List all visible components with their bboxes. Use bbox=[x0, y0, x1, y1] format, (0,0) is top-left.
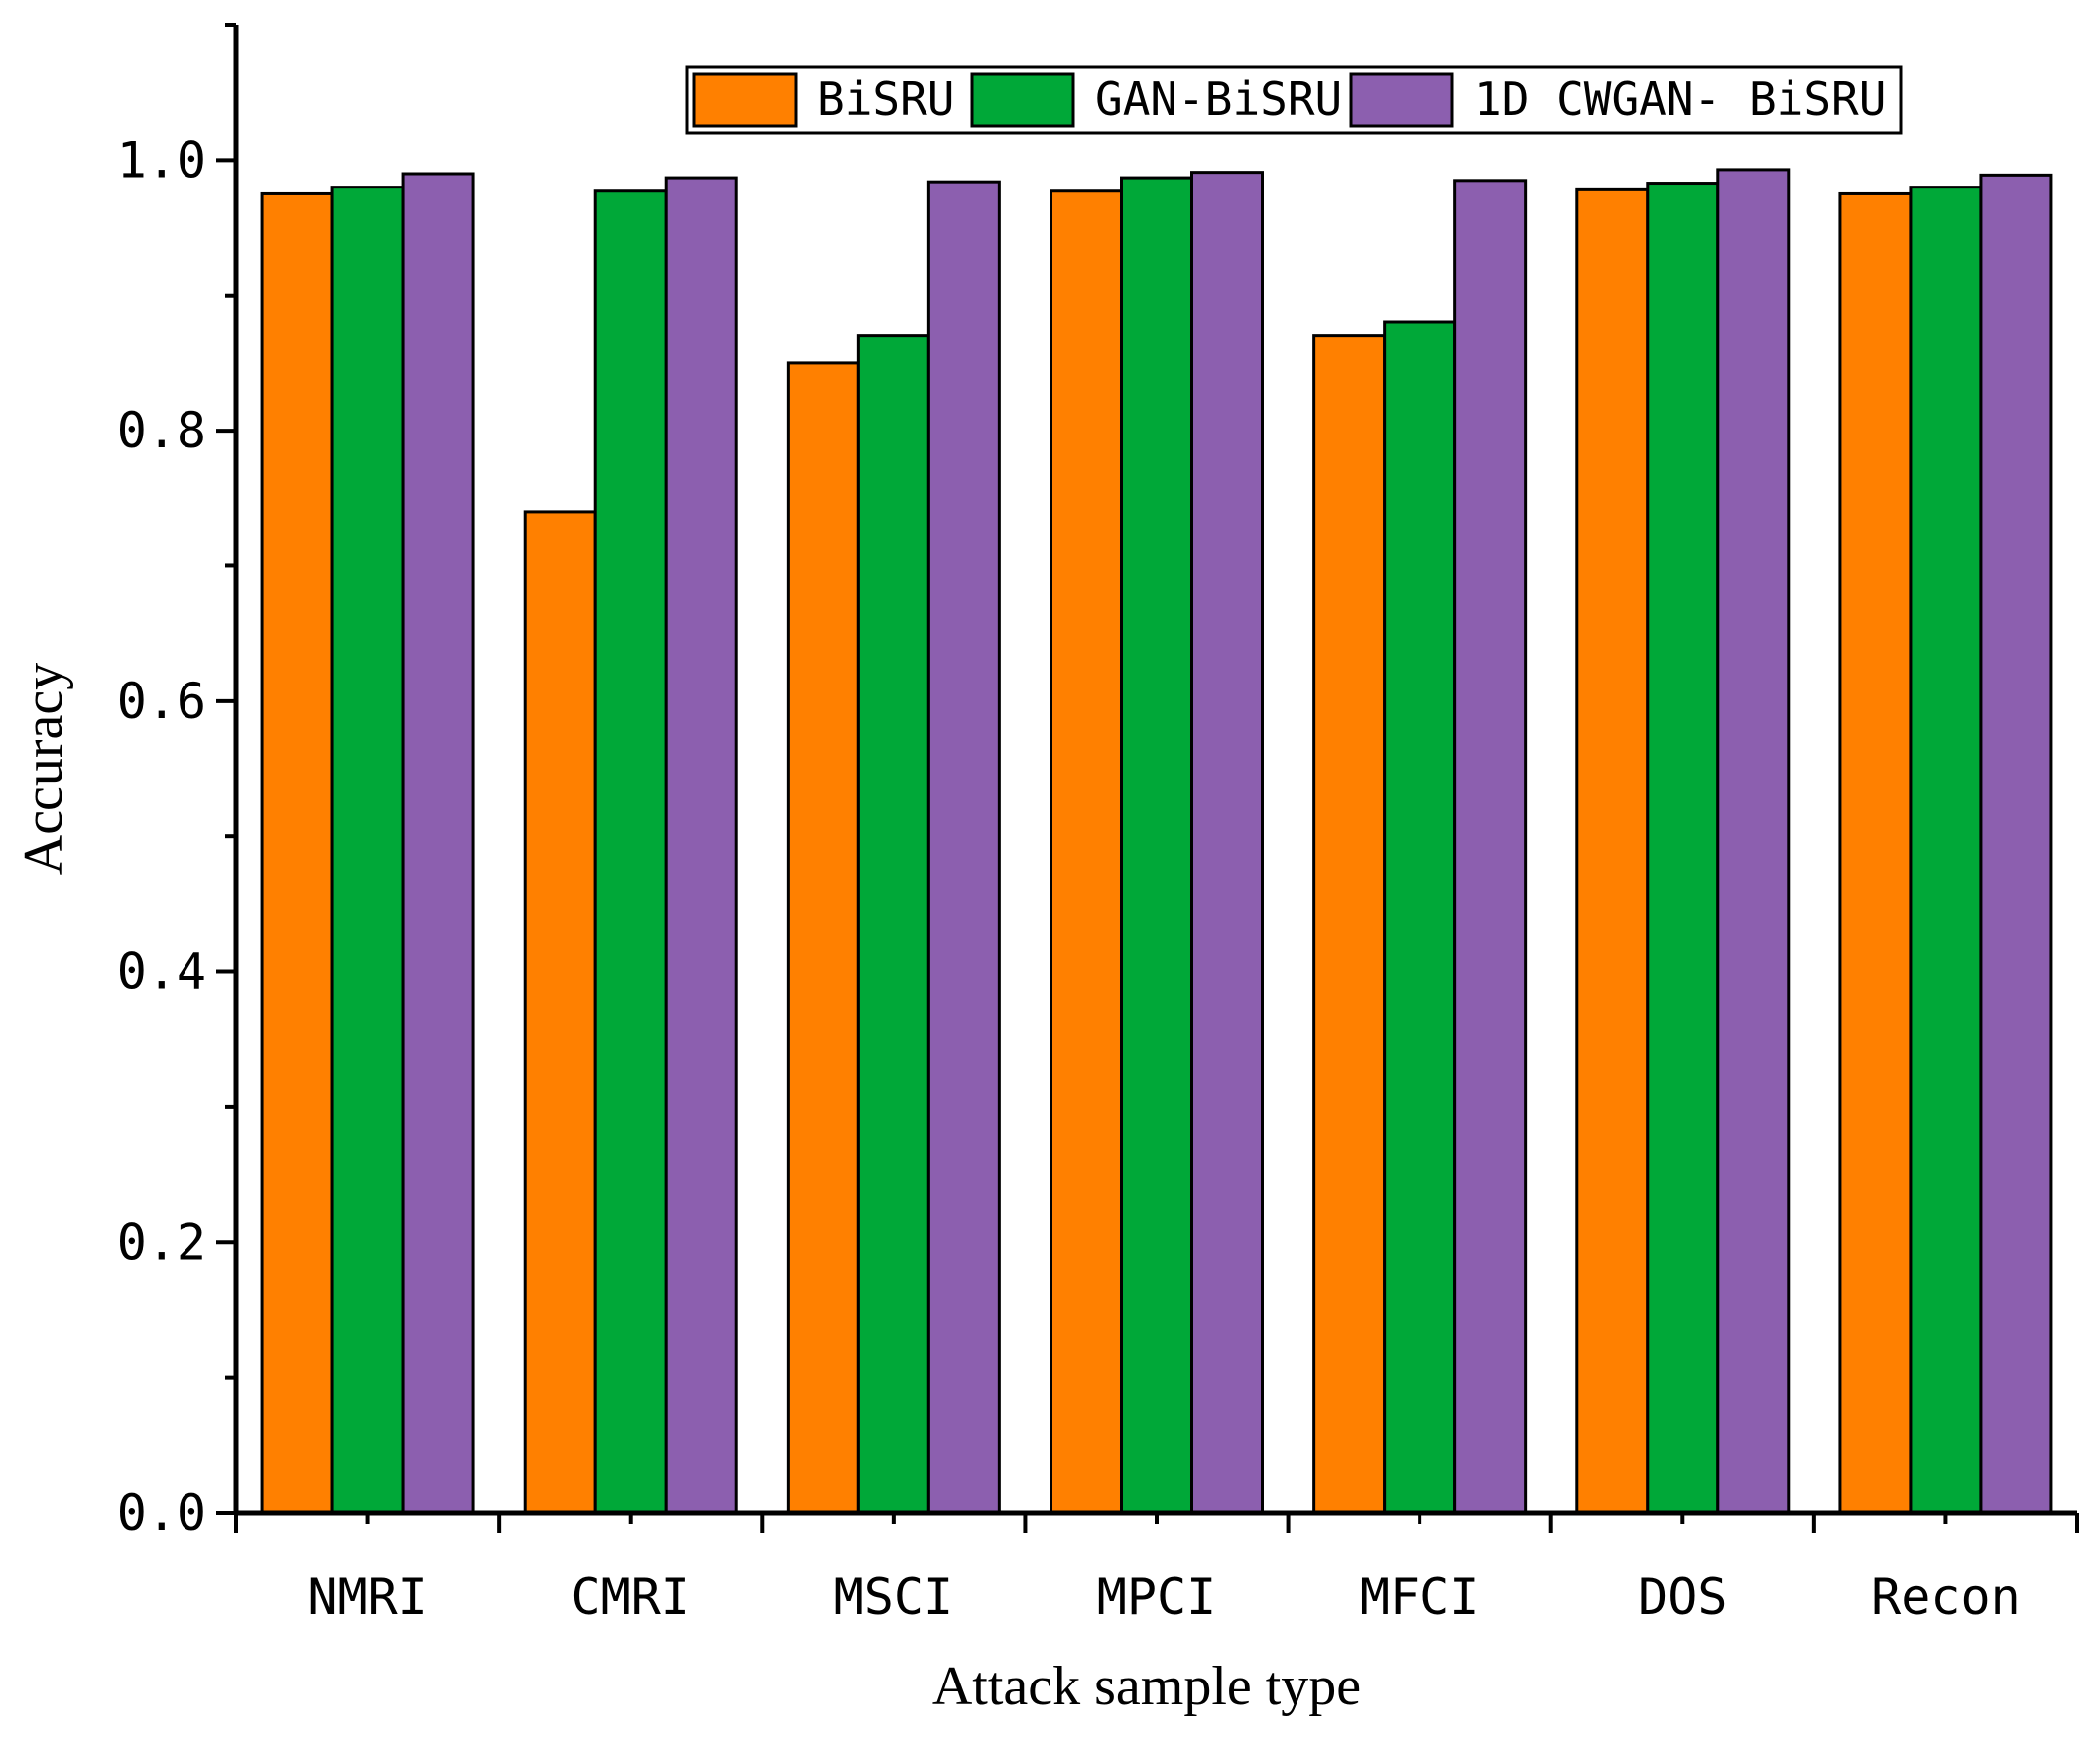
y-tick-label: 0.6 bbox=[117, 673, 206, 730]
y-tick-label: 1.0 bbox=[117, 131, 206, 188]
legend-swatch-1 bbox=[692, 72, 798, 128]
legend-swatch-3 bbox=[1349, 72, 1454, 128]
axes-group bbox=[216, 23, 2079, 1533]
y-tick-label: 0.2 bbox=[117, 1213, 206, 1271]
bar-msci-1d-cwgan-bisru bbox=[926, 180, 1001, 1515]
legend-label-3: 1D CWGAN- BiSRU bbox=[1474, 72, 1886, 126]
y-axis-title: Accuracy bbox=[13, 663, 74, 876]
legend-swatch-2 bbox=[970, 72, 1075, 128]
legend-label-2: GAN-BiSRU bbox=[1095, 72, 1342, 126]
bar-mfci-bisru bbox=[1312, 334, 1387, 1515]
y-tick-label: 0.8 bbox=[117, 402, 206, 459]
bar-recon-1d-cwgan-bisru bbox=[1979, 173, 2053, 1515]
bar-recon-bisru bbox=[1838, 191, 1913, 1515]
x-tick-label: CMRI bbox=[571, 1568, 690, 1626]
legend-label-1: BiSRU bbox=[817, 72, 954, 126]
x-tick-label: NMRI bbox=[308, 1568, 427, 1626]
bars-group bbox=[260, 168, 2053, 1515]
bar-nmri-bisru bbox=[260, 191, 334, 1515]
x-tick-label: MFCI bbox=[1360, 1568, 1479, 1626]
bar-msci-gan-bisru bbox=[856, 334, 930, 1515]
bar-mfci-gan-bisru bbox=[1383, 320, 1457, 1515]
legend: BiSRU GAN-BiSRU 1D CWGAN- BiSRU bbox=[685, 65, 1903, 135]
y-tick-labels: 0.0 0.2 0.4 0.6 0.8 1.0 bbox=[117, 131, 206, 1542]
bar-mpci-gan-bisru bbox=[1120, 176, 1193, 1515]
bar-recon-gan-bisru bbox=[1909, 186, 1983, 1515]
bar-dos-1d-cwgan-bisru bbox=[1716, 168, 1791, 1515]
bar-cmri-1d-cwgan-bisru bbox=[664, 176, 738, 1515]
bar-cmri-bisru bbox=[523, 510, 597, 1515]
x-tick-label: MSCI bbox=[834, 1568, 953, 1626]
bar-dos-bisru bbox=[1575, 187, 1650, 1515]
bar-cmri-gan-bisru bbox=[593, 189, 668, 1515]
y-tick-label: 0.4 bbox=[117, 943, 206, 1001]
legend-frame bbox=[685, 65, 1903, 135]
x-tick-labels: NMRI CMRI MSCI MPCI MFCI DOS Recon bbox=[308, 1568, 2020, 1626]
y-tick-label: 0.0 bbox=[117, 1484, 206, 1542]
x-axis-title: Attack sample type bbox=[932, 1656, 1361, 1717]
x-tick-label: Recon bbox=[1871, 1568, 2021, 1626]
bar-mfci-1d-cwgan-bisru bbox=[1453, 179, 1528, 1515]
bar-msci-bisru bbox=[786, 361, 860, 1515]
x-tick-label: DOS bbox=[1638, 1568, 1727, 1626]
x-tick-label: MPCI bbox=[1097, 1568, 1216, 1626]
bar-mpci-1d-cwgan-bisru bbox=[1190, 171, 1264, 1515]
bar-nmri-gan-bisru bbox=[330, 186, 405, 1515]
bar-nmri-1d-cwgan-bisru bbox=[401, 172, 475, 1515]
bar-mpci-bisru bbox=[1050, 189, 1123, 1515]
bar-dos-gan-bisru bbox=[1646, 182, 1720, 1515]
